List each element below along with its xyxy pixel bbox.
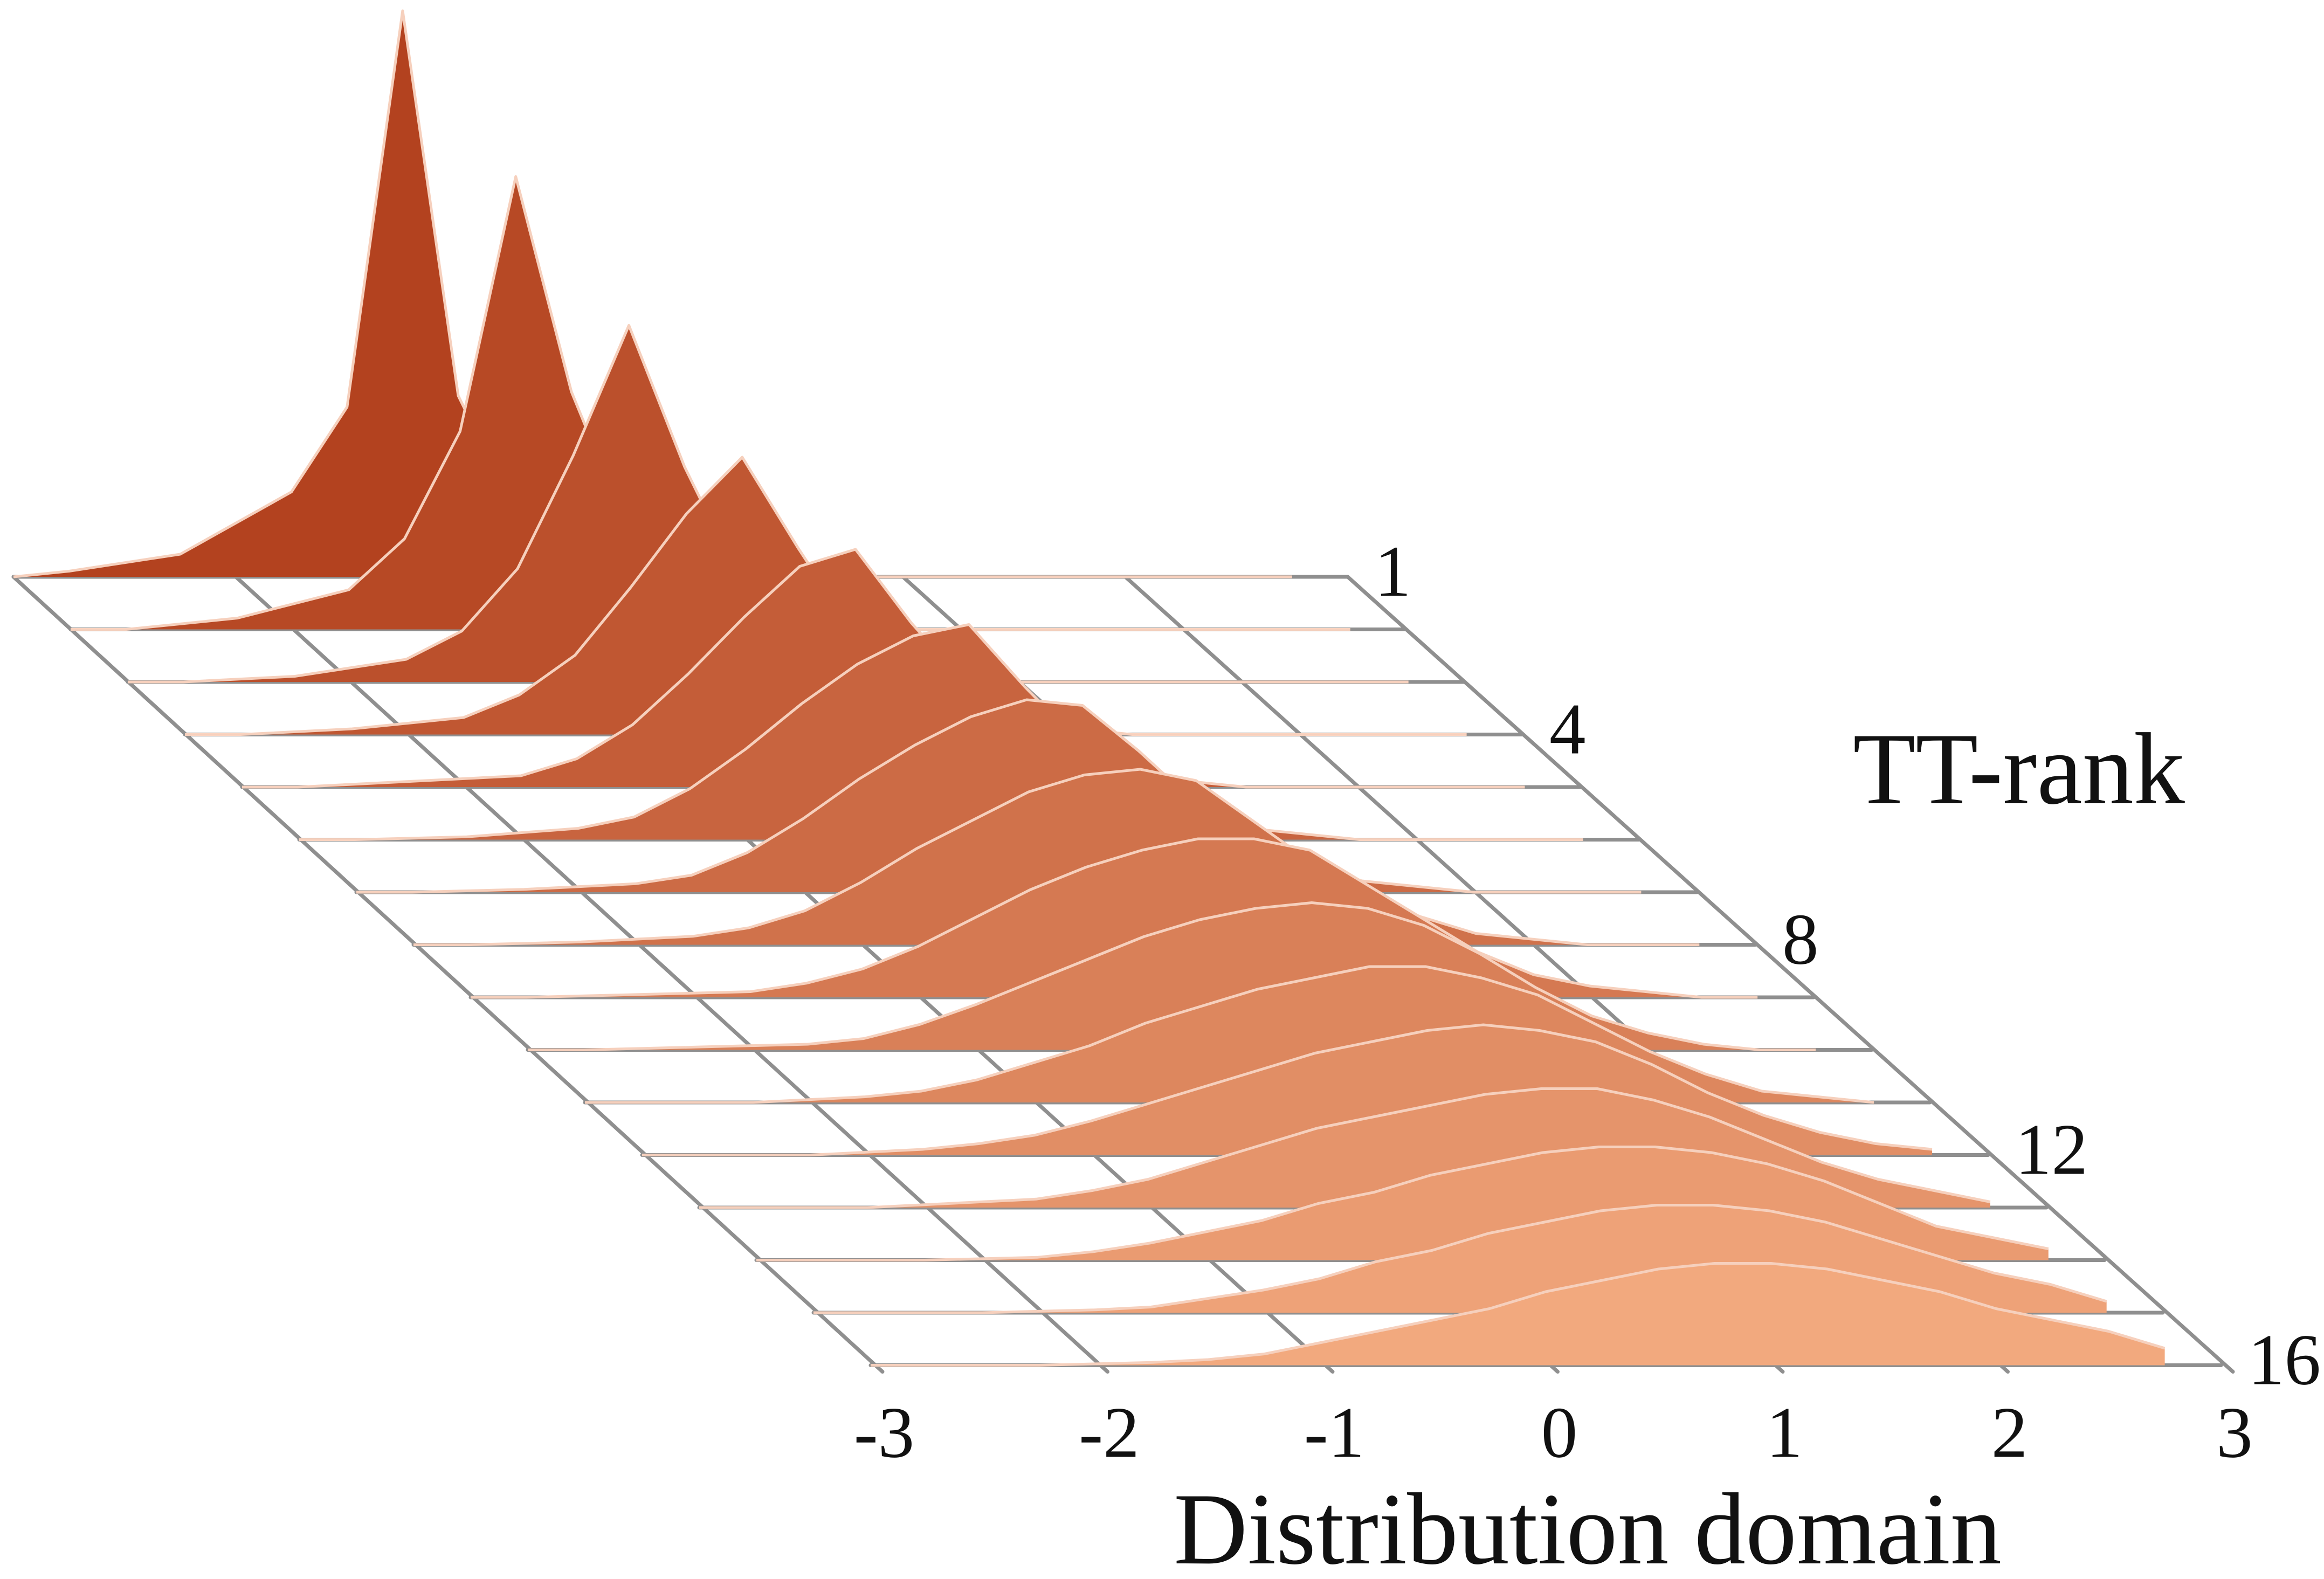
x-tick-label: 0	[1541, 1393, 1578, 1473]
ridge-outline-rank-13	[699, 1087, 1991, 1209]
ridge-rank-1	[13, 11, 1292, 577]
x-tick-labels: -3 -2 -1 0 1 2 3	[854, 1393, 2253, 1473]
x-tick-label: -1	[1304, 1393, 1364, 1473]
ridge-rank-16	[871, 1263, 2165, 1366]
x-axis-label: Distribution domain	[1174, 1473, 2002, 1579]
ridge-outline-rank-15	[813, 1204, 2107, 1314]
x-tick-label: 1	[1766, 1393, 1803, 1473]
x-tick-label: -2	[1079, 1393, 1139, 1473]
grid-diagonal-x--3	[11, 575, 885, 1374]
x-tick-label: 3	[2216, 1393, 2253, 1473]
ridge-rank-7	[356, 700, 1642, 892]
grid-diagonal-x-3	[1346, 575, 2235, 1374]
ridge-outline-rank-16	[871, 1262, 2166, 1367]
rank-tick-labels: 1 4 8 12 16	[1375, 532, 2321, 1401]
ridge-outline-rank-11	[585, 965, 1874, 1104]
grid-diagonal-x--2	[234, 575, 1109, 1374]
ridge-outline-rank-10	[528, 901, 1816, 1051]
rank-tick-label: 16	[2248, 1320, 2321, 1401]
rank-tick-label: 1	[1375, 532, 1411, 612]
ridge-outline-rank-12	[642, 1023, 1933, 1156]
x-tick-label: 2	[1991, 1393, 2028, 1473]
x-tick-label: -3	[854, 1393, 914, 1473]
ridge-outline-rank-14	[756, 1146, 2049, 1261]
rank-tick-label: 8	[1782, 900, 1819, 980]
rank-tick-label: 4	[1549, 689, 1586, 770]
rank-tick-label: 12	[2015, 1110, 2088, 1190]
ridge-outline-rank-6	[299, 623, 1583, 841]
ridge-outline-rank-7	[356, 698, 1642, 894]
rank-axis-label: TT-rank	[1853, 713, 2185, 826]
ridge-outline-rank-8	[413, 768, 1700, 946]
ridges	[13, 9, 2166, 1367]
ridge-outline-rank-9	[471, 837, 1758, 999]
